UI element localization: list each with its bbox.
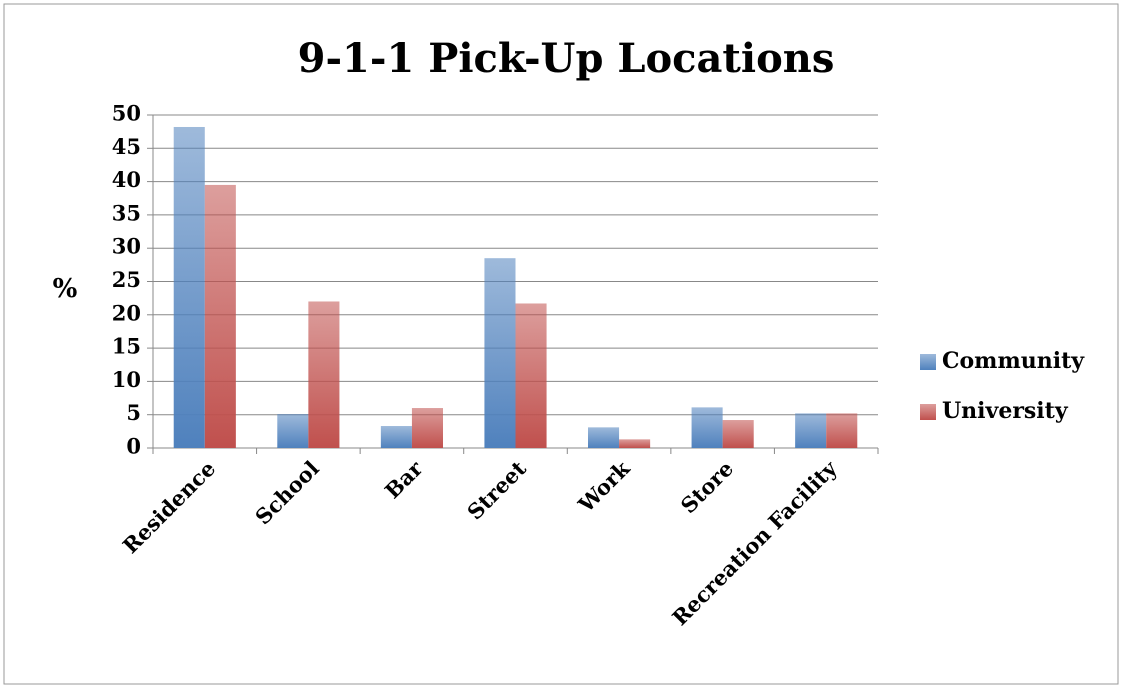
- legend-label: University: [942, 398, 1069, 424]
- bar: [795, 413, 827, 448]
- legend-label: Community: [942, 348, 1085, 374]
- bar: [173, 126, 205, 448]
- y-tick-label: 50: [112, 101, 141, 126]
- bar: [722, 420, 754, 448]
- bar: [826, 413, 858, 448]
- bar: [588, 427, 620, 448]
- y-tick-label: 15: [112, 334, 141, 359]
- y-tick-label: 30: [112, 234, 141, 259]
- bar: [380, 426, 412, 448]
- y-tick-label: 25: [112, 267, 141, 292]
- bar: [277, 414, 309, 448]
- y-tick-label: 35: [112, 200, 141, 225]
- bar: [484, 258, 516, 448]
- bar: [691, 407, 723, 448]
- legend-swatch: [920, 404, 936, 420]
- y-tick-label: 5: [126, 400, 141, 425]
- bar: [411, 408, 443, 448]
- legend-swatch: [920, 354, 936, 370]
- frame: [3, 3, 1119, 685]
- chart-title: 9-1-1 Pick-Up Locations: [298, 35, 835, 82]
- y-tick-label: 40: [112, 167, 141, 192]
- y-tick-label: 0: [126, 434, 141, 459]
- y-tick-label: 45: [112, 134, 141, 159]
- bar: [619, 439, 651, 448]
- y-tick-label: 10: [112, 367, 141, 392]
- bar: [204, 184, 236, 448]
- bar: [515, 303, 547, 448]
- y-tick-label: 20: [112, 300, 141, 325]
- bar: [308, 301, 340, 448]
- y-axis-label: %: [53, 274, 78, 304]
